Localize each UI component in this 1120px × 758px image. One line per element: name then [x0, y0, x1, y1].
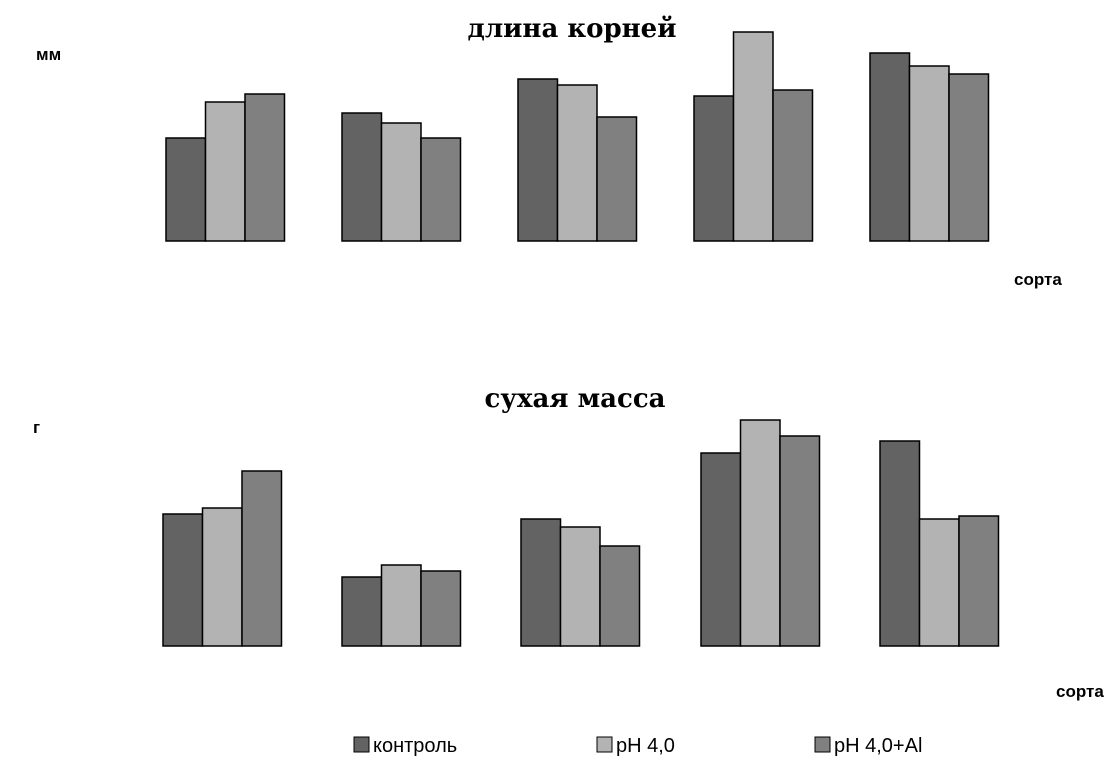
bar-chart2-group2-series2 — [380, 564, 422, 647]
chart-title-mass: сухая масса — [484, 384, 665, 414]
bar-chart2-group3-series2 — [559, 526, 601, 647]
bars-length — [165, 31, 990, 242]
x-axis-label-length: сорта — [1014, 270, 1062, 289]
y-axis-label-length: мм — [36, 45, 61, 64]
legend-item-ph4-al: pH 4,0+Al — [814, 735, 922, 757]
y-axis-label-mass: г — [33, 418, 40, 437]
bar-chart1-group1-series1 — [165, 137, 207, 242]
bars-mass — [162, 419, 1000, 647]
bar-chart2-group1-series1 — [162, 513, 204, 647]
legend-item-control: контроль — [353, 735, 457, 757]
bar-chart2-group2-series3 — [420, 570, 462, 647]
bar-chart2-group4-series3 — [779, 435, 821, 647]
bar-chart1-group3-series1 — [517, 78, 559, 242]
chart-title-length: длина корней — [467, 14, 676, 44]
bar-chart1-group1-series2 — [204, 101, 246, 242]
chart-root-length: длина корней мм сорта — [36, 14, 1062, 289]
x-axis-label-mass: сорта — [1056, 682, 1104, 701]
bar-chart1-group3-series3 — [596, 116, 638, 242]
bar-chart2-group1-series3 — [241, 470, 283, 647]
chart-root-mass: сухая масса г сорта — [33, 384, 1104, 701]
bar-chart2-group3-series1 — [520, 518, 562, 647]
legend-label-control: контроль — [373, 735, 457, 757]
bar-chart2-group3-series3 — [599, 545, 641, 647]
bar-chart1-group5-series2 — [908, 65, 950, 242]
legend: контроль pH 4,0 pH 4,0+Al — [353, 735, 922, 757]
bar-chart1-group1-series3 — [244, 93, 286, 242]
bar-chart1-group4-series1 — [693, 95, 735, 242]
bar-chart1-group5-series3 — [948, 73, 990, 242]
legend-label-ph4: pH 4,0 — [616, 735, 675, 757]
legend-label-ph4-al: pH 4,0+Al — [834, 735, 922, 757]
bar-chart1-group2-series2 — [380, 122, 422, 242]
bar-chart2-group4-series1 — [700, 452, 742, 647]
bar-chart2-group5-series3 — [958, 515, 1000, 647]
bar-chart1-group2-series3 — [420, 137, 462, 242]
bar-chart1-group4-series2 — [732, 31, 774, 242]
bar-chart2-group2-series1 — [341, 576, 383, 647]
legend-swatch-control — [353, 736, 370, 753]
legend-swatch-ph4-al — [814, 736, 831, 753]
bar-chart2-group5-series2 — [918, 518, 960, 647]
legend-swatch-ph4 — [596, 736, 613, 753]
bar-chart1-group2-series1 — [341, 112, 383, 242]
bar-chart1-group4-series3 — [772, 89, 814, 242]
bar-chart1-group3-series2 — [556, 84, 598, 242]
bar-chart2-group5-series1 — [879, 440, 921, 647]
bar-chart1-group5-series1 — [869, 52, 911, 242]
bar-chart2-group4-series2 — [739, 419, 781, 647]
legend-item-ph4: pH 4,0 — [596, 735, 675, 757]
bar-chart2-group1-series2 — [201, 507, 243, 647]
